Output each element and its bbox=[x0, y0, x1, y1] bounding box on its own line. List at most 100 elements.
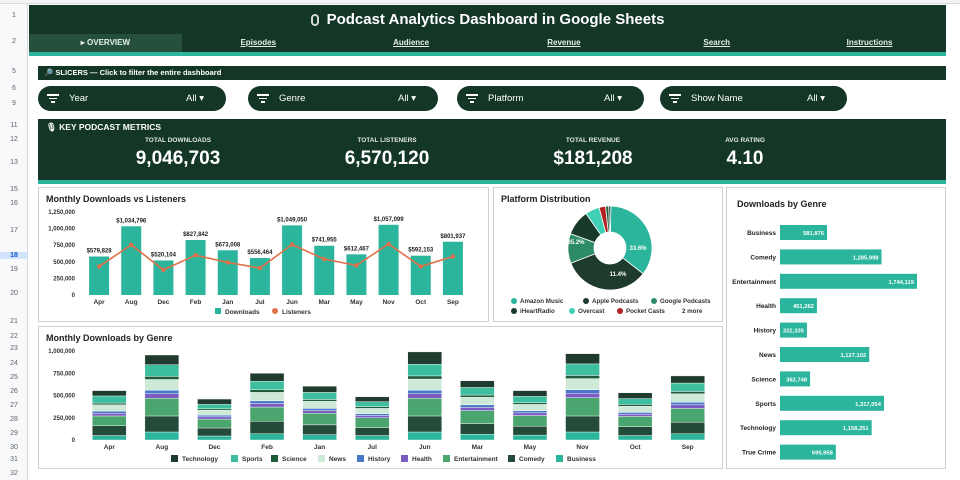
stacked-segment bbox=[460, 404, 495, 408]
stacked-segment bbox=[197, 414, 232, 418]
chart-downloads-by-genre: Downloads by Genre Business 581,876 Comedy… bbox=[726, 187, 946, 469]
downloads-bar bbox=[314, 245, 335, 295]
row-number[interactable]: 28 bbox=[10, 416, 18, 423]
listeners-point bbox=[96, 264, 102, 269]
tab-episodes[interactable]: Episodes bbox=[240, 38, 277, 47]
row-number[interactable]: 16 bbox=[10, 200, 18, 207]
stacked-segment bbox=[92, 425, 127, 436]
y-tick-label: 1,250,000 bbox=[48, 210, 75, 216]
stacked-segment bbox=[617, 435, 653, 441]
row-number[interactable]: 20 bbox=[10, 290, 18, 297]
slicer-label: Year bbox=[69, 93, 89, 104]
tab-instructions[interactable]: Instructions bbox=[846, 38, 893, 47]
row-number[interactable]: 31 bbox=[10, 456, 18, 463]
legend-swatch bbox=[171, 455, 178, 462]
stacked-segment bbox=[617, 426, 653, 436]
genre-bar bbox=[780, 420, 872, 436]
slicer-platform[interactable]: Platform All ▾ bbox=[457, 86, 644, 111]
pie-slice bbox=[608, 205, 612, 233]
stacked-segment bbox=[355, 417, 390, 428]
legend-label: Comedy bbox=[519, 456, 545, 463]
stacked-segment bbox=[144, 397, 180, 417]
filter-icon bbox=[466, 92, 478, 105]
row-number[interactable]: 15 bbox=[10, 186, 18, 193]
row-number[interactable]: 17 bbox=[10, 227, 18, 234]
stacked-segment bbox=[407, 351, 442, 365]
row-number[interactable]: 5 bbox=[12, 68, 16, 75]
row-number[interactable]: 22 bbox=[10, 333, 18, 340]
y-tick-label: 500,000 bbox=[53, 260, 75, 266]
slicer-show-name[interactable]: Show Name All ▾ bbox=[660, 86, 847, 111]
legend-label: Sports bbox=[242, 456, 263, 463]
stacked-segment bbox=[460, 394, 495, 398]
tab-overview[interactable]: ▸ OVERVIEW bbox=[29, 34, 182, 52]
stacked-segment bbox=[512, 396, 548, 403]
row-number[interactable]: 19 bbox=[10, 266, 18, 273]
row-number[interactable]: 18 bbox=[0, 252, 28, 259]
x-tick-label: Apr bbox=[93, 299, 105, 306]
legend-label: Health bbox=[412, 456, 432, 463]
slicer-value[interactable]: All ▾ bbox=[807, 93, 825, 104]
x-tick-label: Mar bbox=[472, 444, 484, 451]
slicer-value[interactable]: All ▾ bbox=[604, 93, 622, 104]
stacked-segment bbox=[355, 396, 390, 402]
dashboard-header: Podcast Analytics Dashboard in Google Sh… bbox=[29, 5, 946, 34]
stacked-segment bbox=[249, 381, 285, 390]
stacked-segment bbox=[302, 401, 337, 409]
tab-audience[interactable]: Audience bbox=[393, 38, 430, 47]
stacked-segment bbox=[407, 431, 442, 441]
filter-icon bbox=[257, 92, 269, 105]
genre-bar bbox=[780, 249, 882, 265]
stacked-segment bbox=[249, 392, 285, 402]
row-number[interactable]: 29 bbox=[10, 430, 18, 437]
stacked-segment bbox=[355, 406, 390, 409]
row-number[interactable]: 9 bbox=[12, 100, 16, 107]
data-label: 1,158,251 bbox=[843, 426, 870, 432]
row-number[interactable]: 27 bbox=[10, 402, 18, 409]
stacked-segment bbox=[92, 404, 127, 412]
stacked-segment bbox=[302, 410, 337, 414]
stacked-segment bbox=[355, 408, 390, 414]
row-number[interactable]: 1 bbox=[12, 12, 16, 19]
row-number[interactable]: 11 bbox=[10, 122, 18, 129]
row-number[interactable]: 13 bbox=[10, 159, 18, 166]
row-number[interactable]: 23 bbox=[10, 345, 18, 352]
legend-swatch bbox=[271, 455, 278, 462]
chart-platform-distribution: Platform Distribution 35.2% 33.6% 11.4% Ama… bbox=[493, 187, 723, 322]
slicer-value[interactable]: All ▾ bbox=[398, 93, 416, 104]
data-label: $673,008 bbox=[215, 242, 241, 248]
y-tick-label: 0 bbox=[72, 438, 76, 444]
metric-label: TOTAL DOWNLOADS bbox=[144, 137, 212, 144]
row-number[interactable]: 24 bbox=[10, 360, 18, 367]
row-number[interactable]: 25 bbox=[10, 374, 18, 381]
chart-monthly-downloads-vs-listeners: Monthly Downloads vs Listeners 0 250,000 5… bbox=[38, 187, 489, 322]
stacked-segment bbox=[670, 408, 705, 423]
tab-revenue[interactable]: Revenue bbox=[547, 38, 581, 47]
slicer-year[interactable]: Year All ▾ bbox=[38, 86, 226, 111]
row-number[interactable]: 2 bbox=[12, 38, 16, 45]
row-number[interactable]: 26 bbox=[10, 388, 18, 395]
stacked-segment bbox=[512, 390, 548, 397]
listeners-point bbox=[418, 264, 423, 269]
metric-label: AVG RATING bbox=[725, 137, 765, 144]
y-tick-label: 750,000 bbox=[53, 371, 75, 377]
stacked-segment bbox=[249, 406, 285, 422]
stacked-segment bbox=[144, 415, 180, 433]
y-tick-label: 500,000 bbox=[53, 394, 75, 400]
row-number[interactable]: 6 bbox=[12, 85, 16, 92]
x-tick-label: May bbox=[524, 444, 537, 451]
filter-icon bbox=[669, 92, 681, 105]
genre-bar bbox=[780, 347, 870, 362]
downloads-bar bbox=[217, 250, 238, 295]
row-number[interactable]: 21 bbox=[10, 318, 18, 325]
row-number[interactable]: 12 bbox=[10, 136, 18, 143]
row-number[interactable]: 32 bbox=[10, 470, 18, 477]
legend-label: History bbox=[368, 456, 391, 463]
stacked-segment bbox=[407, 378, 442, 391]
slicer-genre[interactable]: Genre All ▾ bbox=[248, 86, 438, 111]
legend-swatch bbox=[231, 455, 238, 462]
row-number[interactable]: 30 bbox=[10, 444, 18, 451]
x-tick-label: Aug bbox=[125, 299, 138, 306]
slicer-value[interactable]: All ▾ bbox=[186, 93, 204, 104]
tab-search[interactable]: Search bbox=[703, 38, 731, 47]
